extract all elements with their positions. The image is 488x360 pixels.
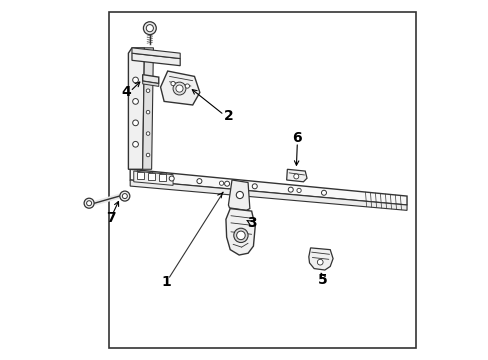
Polygon shape [142,48,153,169]
Circle shape [173,82,185,95]
Text: 4: 4 [121,85,130,99]
Polygon shape [159,174,165,181]
Polygon shape [225,208,255,255]
Polygon shape [148,173,155,180]
Circle shape [236,192,243,199]
Polygon shape [142,75,159,84]
Polygon shape [160,71,200,105]
Circle shape [185,84,189,88]
Circle shape [171,81,175,86]
Polygon shape [228,180,249,210]
Text: 6: 6 [292,131,302,145]
Text: 2: 2 [223,109,233,123]
Circle shape [252,184,257,189]
Circle shape [296,188,301,193]
Circle shape [122,194,127,199]
Circle shape [132,77,138,83]
Text: 7: 7 [105,211,115,225]
Circle shape [146,24,153,32]
Polygon shape [132,53,180,66]
Circle shape [176,85,183,92]
Circle shape [236,231,244,240]
Polygon shape [134,171,173,185]
Circle shape [132,120,138,126]
Circle shape [293,174,298,179]
Polygon shape [137,172,144,179]
Circle shape [146,111,149,114]
Circle shape [224,181,229,186]
Text: 1: 1 [161,275,170,289]
Text: 5: 5 [317,273,326,287]
Text: 3: 3 [247,216,257,230]
Polygon shape [130,180,406,210]
Polygon shape [130,169,406,205]
Circle shape [146,89,149,93]
Circle shape [321,190,326,195]
Circle shape [233,228,247,243]
Circle shape [287,187,293,192]
Circle shape [86,201,91,206]
Circle shape [120,191,130,201]
Circle shape [143,22,156,35]
Polygon shape [286,169,306,182]
Circle shape [169,176,174,181]
Circle shape [317,259,323,265]
Circle shape [197,179,202,184]
Polygon shape [142,81,159,86]
Circle shape [132,141,138,147]
Circle shape [146,132,149,135]
Circle shape [132,99,138,104]
Bar [108,12,415,348]
Polygon shape [132,48,180,59]
Circle shape [146,153,149,157]
Circle shape [84,198,94,208]
Circle shape [219,181,223,185]
Polygon shape [128,48,144,169]
Polygon shape [308,248,332,270]
